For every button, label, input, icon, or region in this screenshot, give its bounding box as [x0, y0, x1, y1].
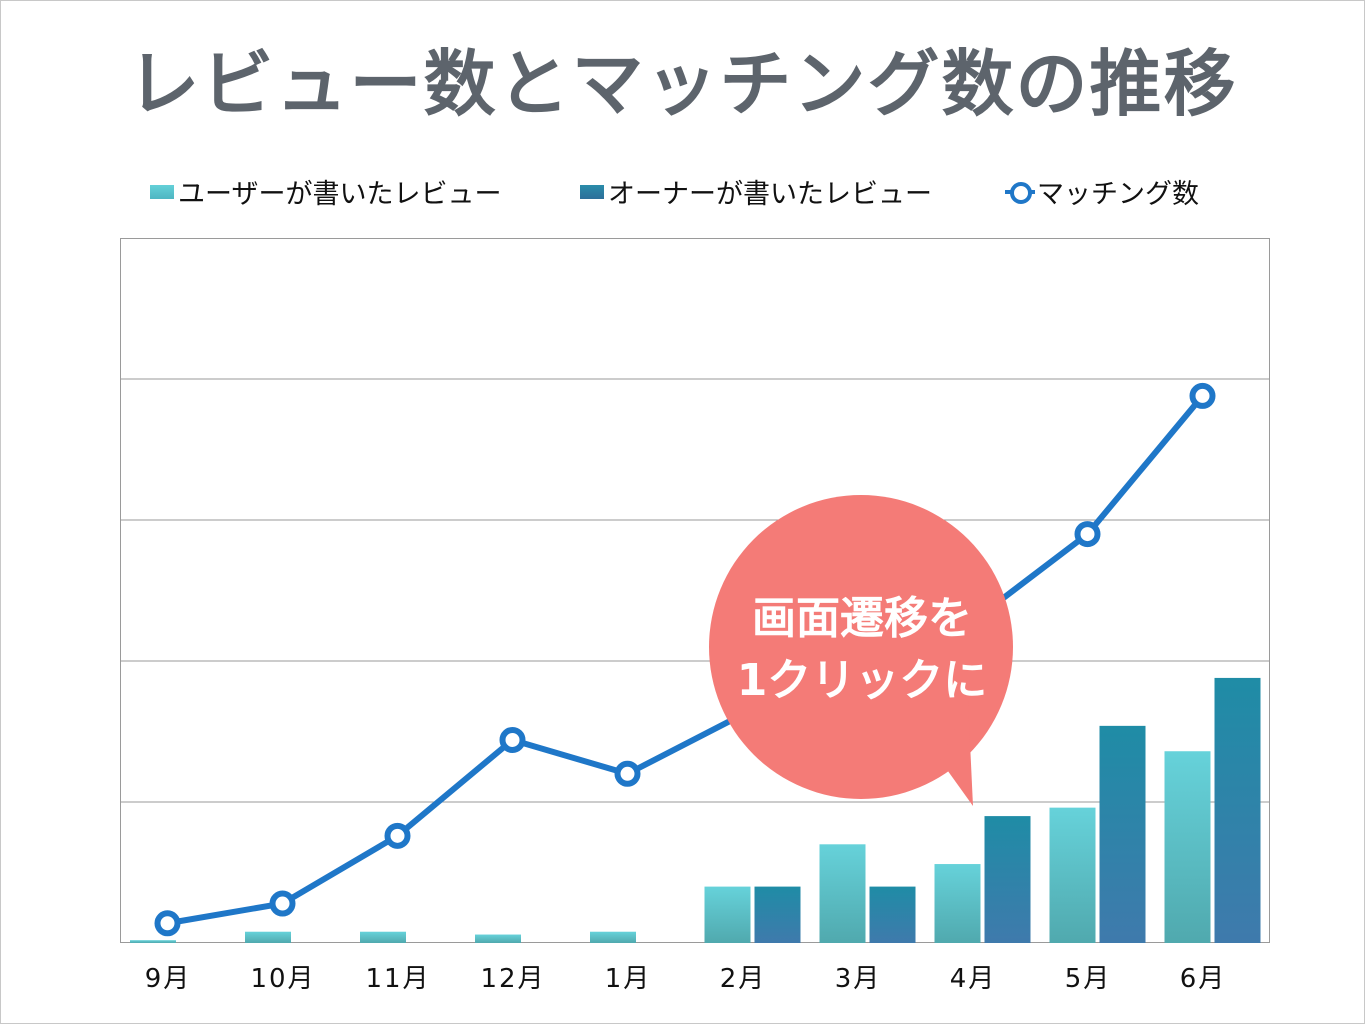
x-tick-label-5: 2月	[719, 964, 767, 994]
bar-user-3	[475, 934, 521, 943]
callout-line-1: 画面遷移を	[752, 593, 972, 644]
x-tick-label-2: 11月	[365, 964, 431, 994]
bar-user-4	[590, 931, 636, 943]
legend-swatch-owner-reviews	[580, 184, 604, 199]
bar-owner-9	[1214, 677, 1261, 943]
bar-owner-7	[984, 816, 1031, 943]
bar-user-2	[360, 931, 406, 943]
matching-point-1	[269, 890, 296, 917]
bar-user-5	[704, 886, 751, 943]
chart-title: レビュー数とマッチング数の推移	[127, 42, 1238, 126]
legend-label-matching: マッチング数	[1037, 179, 1199, 210]
x-tick-label-0: 9月	[144, 964, 192, 994]
bar-user-1	[245, 931, 291, 943]
x-tick-label-4: 1月	[604, 964, 652, 994]
x-tick-label-6: 3月	[834, 964, 882, 994]
matching-point-3	[499, 726, 526, 753]
legend-item-matching: マッチング数	[1005, 172, 1199, 211]
bar-owner-5	[754, 886, 801, 943]
bar-user-0	[130, 940, 176, 943]
x-tick-label-3: 12月	[480, 964, 546, 994]
bar-owner-8	[1099, 725, 1146, 943]
bar-owner-6	[869, 886, 916, 943]
x-tick-label-7: 4月	[949, 964, 997, 994]
bar-user-7	[934, 864, 981, 943]
chart-legend: ユーザーが書いたレビュー オーナーが書いたレビュー マッチング数	[0, 172, 1365, 212]
matching-point-9	[1189, 382, 1216, 409]
x-tick-label-8: 5月	[1064, 964, 1112, 994]
bar-user-6	[819, 844, 866, 943]
matching-point-2	[384, 822, 411, 849]
matching-point-4	[614, 760, 641, 787]
matching-point-8	[1074, 521, 1101, 548]
bar-user-9	[1164, 751, 1211, 943]
bar-user-8	[1049, 807, 1096, 943]
callout-text: 画面遷移を 1クリックに	[702, 588, 1022, 712]
legend-marker-matching	[1005, 177, 1035, 207]
callout-line-2: 1クリックに	[736, 655, 988, 706]
x-tick-label-9: 6月	[1179, 964, 1227, 994]
legend-swatch-user-reviews	[150, 184, 174, 199]
matching-line	[166, 394, 1205, 927]
plot-area	[120, 238, 1270, 943]
x-tick-label-1: 10月	[250, 964, 316, 994]
legend-label-user-reviews: ユーザーが書いたレビュー	[178, 179, 502, 210]
legend-label-owner-reviews: オーナーが書いたレビュー	[608, 179, 932, 210]
callout-bubble	[709, 495, 1013, 806]
matching-point-0	[154, 910, 181, 937]
legend-item-owner-reviews: オーナーが書いたレビュー	[580, 172, 932, 211]
legend-item-user-reviews: ユーザーが書いたレビュー	[150, 172, 501, 211]
